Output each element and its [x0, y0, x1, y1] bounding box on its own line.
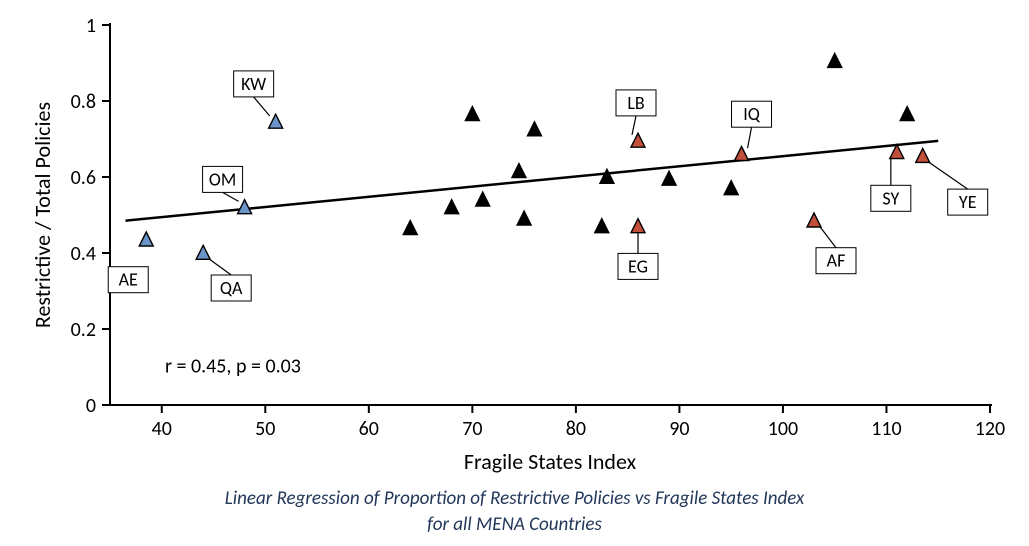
- data-point: [445, 200, 459, 214]
- data-point: [527, 122, 541, 136]
- x-tick-label: 70: [462, 417, 482, 441]
- y-tick-label: 0.8: [71, 90, 96, 114]
- labeled-point-KW: KW: [234, 71, 274, 116]
- x-tick-label: 90: [669, 417, 689, 441]
- labeled-point-LB: LB: [616, 90, 656, 135]
- labeled-point-SY: SY: [871, 158, 911, 211]
- triangle-icon: [196, 245, 210, 259]
- triangle-icon: [916, 148, 930, 162]
- triangle-icon: [631, 133, 645, 147]
- x-axis-label: Fragile States Index: [464, 448, 637, 475]
- point-label-text: SY: [882, 187, 899, 209]
- stats-annotation: r = 0.45, p = 0.03: [165, 355, 301, 379]
- labeled-point-EG: EG: [618, 232, 658, 279]
- data-point: [724, 181, 738, 195]
- leader-line: [820, 227, 836, 248]
- data-point: [465, 107, 479, 121]
- point-label-text: IQ: [743, 103, 761, 125]
- triangle-icon: [269, 114, 283, 128]
- leader-line: [748, 127, 752, 148]
- chart-container: 40 50 60 70 80 90 100 110 120 0 0.2 0.4 0.6 0.8 1 Fragi…: [15, 10, 1014, 480]
- data-point: [595, 219, 609, 233]
- y-tick-label: 0.2: [71, 318, 96, 342]
- triangle-icon: [807, 213, 821, 227]
- leader-line: [929, 162, 968, 189]
- x-tick-label: 110: [871, 417, 901, 441]
- caption-line-1: Linear Regression of Proportion of Restr…: [225, 487, 804, 510]
- point-label-text: YE: [959, 191, 977, 213]
- point-label-text: OM: [209, 168, 236, 190]
- labeled-point-AE: AE: [108, 267, 148, 293]
- y-tick-label: 0.6: [71, 166, 96, 190]
- triangle-icon: [631, 219, 645, 233]
- chart-page: 40 50 60 70 80 90 100 110 120 0 0.2 0.4 0.6 0.8 1 Fragi…: [0, 0, 1029, 546]
- data-point: [512, 164, 526, 178]
- point-label-text: AF: [827, 250, 846, 272]
- labeled-point-OM: OM: [203, 166, 243, 201]
- scatter-chart: 40 50 60 70 80 90 100 110 120 0 0.2 0.4 0.6 0.8 1 Fragi…: [15, 10, 1014, 480]
- leader-line: [223, 192, 239, 201]
- point-label-text: QA: [220, 277, 243, 299]
- data-point: [662, 171, 676, 185]
- data-point: [900, 107, 914, 121]
- triangle-icon: [238, 200, 252, 214]
- x-tick-label: 50: [255, 417, 275, 441]
- labeled-point-YE: YE: [929, 162, 988, 215]
- x-tick-label: 60: [359, 417, 379, 441]
- chart-caption: Linear Regression of Proportion of Restr…: [15, 486, 1014, 537]
- data-point: [403, 221, 417, 235]
- y-tick-label: 0.4: [71, 242, 96, 266]
- triangle-icon: [139, 232, 153, 246]
- point-label-text: KW: [241, 73, 266, 95]
- data-point: [828, 53, 842, 67]
- caption-line-2: for all MENA Countries: [427, 513, 602, 536]
- x-tick-label: 120: [975, 417, 1005, 441]
- data-point: [476, 192, 490, 206]
- y-tick-label: 1: [86, 14, 96, 38]
- x-tick-label: 80: [566, 417, 586, 441]
- triangle-icon: [735, 147, 749, 161]
- leader-line: [209, 259, 231, 275]
- labeled-point-QA: QA: [209, 259, 251, 301]
- y-axis-label: Restrictive / Total Policies: [29, 102, 56, 328]
- x-tick-label: 40: [152, 417, 172, 441]
- point-label-text: AE: [119, 269, 138, 291]
- point-label-text: LB: [627, 92, 645, 114]
- data-point: [517, 211, 531, 225]
- x-tick-label: 100: [768, 417, 798, 441]
- leader-line: [254, 97, 270, 116]
- leader-line: [632, 116, 636, 135]
- point-label-text: EG: [628, 255, 648, 277]
- data-point: [600, 169, 614, 183]
- labeled-point-AF: AF: [816, 227, 856, 274]
- labeled-point-IQ: IQ: [732, 101, 772, 148]
- y-tick-label: 0: [86, 394, 96, 418]
